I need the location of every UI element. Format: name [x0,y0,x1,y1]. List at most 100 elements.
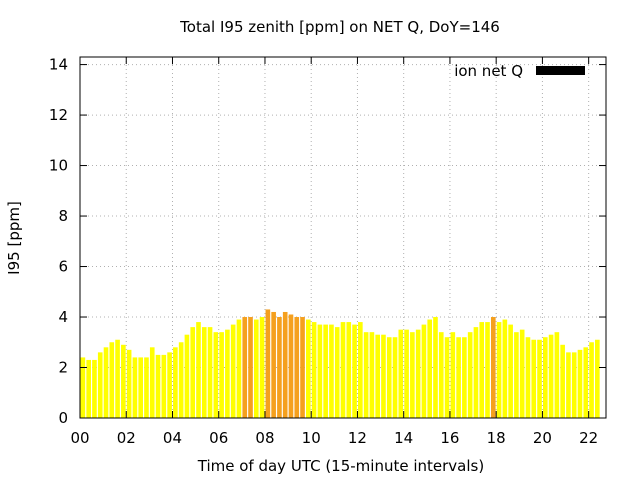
bar [462,337,467,418]
bar [294,317,300,418]
bar [97,352,103,418]
bar [138,357,144,418]
y-axis-label: I95 [ppm] [5,201,23,275]
bar [479,322,485,418]
bar [329,324,334,418]
bar [548,334,554,418]
bar [184,334,190,418]
bar [467,332,473,418]
bar [369,332,375,418]
bar [80,357,86,418]
plot-frame [79,56,607,419]
x-tick-label: 02 [117,429,136,447]
bar [155,354,161,418]
bar [595,339,600,418]
bar [196,322,201,418]
bar [398,329,404,418]
bar [381,334,386,418]
bar [490,317,496,418]
bar [519,329,525,418]
bar [173,347,178,418]
grid [80,57,606,418]
bar [456,337,461,418]
bar [219,332,224,418]
bar [115,339,120,418]
bar [415,329,421,418]
y-tick-label: 0 [58,409,68,427]
bar [589,342,594,418]
bar [109,342,115,418]
bar [427,319,433,418]
x-tick-label: 20 [533,429,552,447]
bar [444,337,450,418]
bar [560,344,565,418]
bar [300,317,305,418]
bar [352,324,357,418]
bar [363,332,369,418]
bar [207,327,213,418]
x-tick-label: 18 [487,429,506,447]
x-tick-label: 14 [394,429,413,447]
bar [542,337,548,418]
bar [248,317,253,418]
bar [392,337,398,418]
bar [334,327,340,418]
x-tick-label: 06 [209,429,228,447]
bar [190,327,196,418]
legend: ion net Q [454,62,585,80]
bar [537,339,542,418]
bar [282,311,288,418]
y-tick-label: 8 [58,207,68,225]
y-tick-label: 10 [49,157,68,175]
bar [132,357,138,418]
bar [317,324,323,418]
bar [502,319,508,418]
x-tick-label: 00 [70,429,89,447]
bar [554,332,560,418]
ticks [79,57,606,419]
bar [525,337,531,418]
bar [508,324,513,418]
legend-swatch [536,66,585,75]
bar [230,324,236,418]
bar [259,317,265,418]
bar [514,332,519,418]
bar [404,329,409,418]
bar [306,319,311,418]
x-tick-label: 08 [255,429,274,447]
legend-label: ion net Q [454,62,523,80]
x-tick-label: 10 [302,429,321,447]
bar [386,337,392,418]
bar [496,322,502,418]
bar [311,322,317,418]
bar [375,334,380,418]
bar [531,339,537,418]
bar [473,327,479,418]
bar [288,314,294,418]
bar [438,332,444,418]
bar [577,349,583,418]
bar [271,311,276,418]
bar [144,357,149,418]
bar [346,322,352,418]
bar [358,322,363,418]
bars [80,309,600,418]
bar [450,332,456,418]
bar [566,352,571,418]
x-tick-label: 04 [163,429,182,447]
bar [161,354,167,418]
bar [410,332,415,418]
chart-title: Total I95 zenith [ppm] on NET Q, DoY=146 [179,18,500,36]
bar [92,359,97,418]
bar [242,317,248,418]
x-tick-label: 16 [440,429,459,447]
bar [253,319,259,418]
bar [571,352,577,418]
bar [421,324,427,418]
y-tick-labels: 0 2 4 6 8 10 12 14 [49,56,68,427]
bar [121,344,126,418]
bar [103,347,109,418]
x-tick-labels: 00 02 04 06 08 10 12 14 16 18 20 22 [70,429,598,447]
x-tick-label: 22 [579,429,598,447]
